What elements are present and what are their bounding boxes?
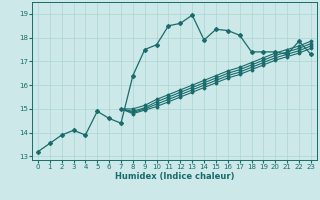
X-axis label: Humidex (Indice chaleur): Humidex (Indice chaleur) <box>115 172 234 181</box>
